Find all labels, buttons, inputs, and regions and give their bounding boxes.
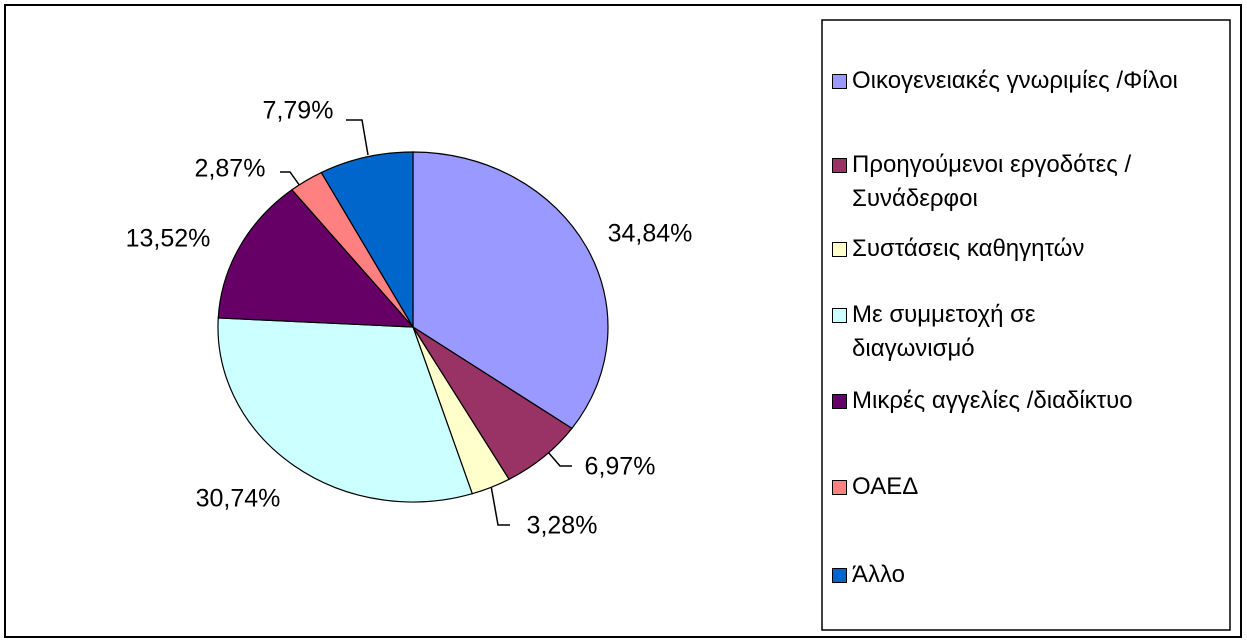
data-label: 13,52% <box>126 225 211 253</box>
data-label: 3,28% <box>527 512 598 540</box>
legend-swatch <box>832 242 847 257</box>
leader-line <box>489 479 510 526</box>
legend-swatch <box>832 480 847 495</box>
legend-box <box>821 19 1231 631</box>
leader-line <box>547 451 572 467</box>
pie-slice <box>217 188 415 328</box>
legend-label: Με συμμετοχή σε διαγωνισμό <box>852 301 1036 362</box>
data-label: 34,84% <box>608 220 693 248</box>
legend-swatch <box>832 394 847 409</box>
pie-slice <box>217 317 474 503</box>
pie-slice <box>320 151 414 330</box>
leader-line <box>280 171 301 187</box>
data-label: 2,87% <box>195 155 266 183</box>
legend-label: ΟΑΕΔ <box>852 473 919 500</box>
data-label: 7,79% <box>263 97 334 125</box>
legend-label: Μικρές αγγελίες /διαδίκτυο <box>852 387 1133 414</box>
leader-line <box>346 119 369 156</box>
legend-swatch <box>832 568 847 583</box>
pie-slice <box>412 151 609 430</box>
legend-label: Συστάσεις καθηγητών <box>852 235 1085 262</box>
data-label: 30,74% <box>196 485 281 513</box>
data-label: 6,97% <box>585 453 656 481</box>
legend-label: Άλλο <box>852 561 906 588</box>
legend-swatch <box>832 308 847 323</box>
legend-swatch <box>832 158 847 173</box>
legend-label: Οικογενειακές γνωριμίες /Φίλοι <box>852 67 1178 94</box>
legend-swatch <box>832 74 847 89</box>
legend-label: Προηγούμενοι εργοδότες /Συνάδερφοι <box>852 151 1132 212</box>
